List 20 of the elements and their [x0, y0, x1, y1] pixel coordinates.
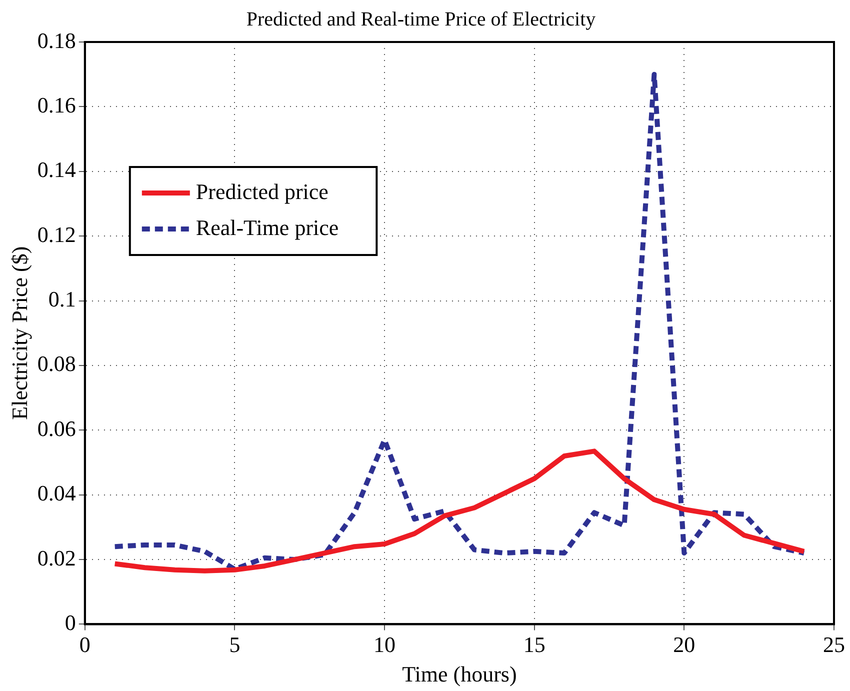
x-tick-label: 15	[523, 632, 546, 658]
x-tick-label: 10	[374, 632, 396, 658]
y-tick-label: 0.04	[37, 480, 76, 506]
y-tick-label: 0.06	[37, 416, 76, 441]
y-tick-label: 0.12	[37, 222, 76, 247]
x-tick-label: 25	[823, 632, 845, 658]
x-axis-title: Time (hours)	[402, 662, 517, 687]
y-tick-label: 0.14	[37, 157, 76, 182]
y-tick-label: 0.02	[37, 545, 76, 570]
y-axis-title: Electricity Price ($)	[6, 246, 32, 420]
y-tick-label: 0.08	[37, 351, 76, 376]
y-tick-label: 0.18	[37, 28, 76, 53]
x-tick-label: 5	[229, 632, 240, 658]
y-tick-label: 0	[64, 610, 76, 635]
y-tick-label: 0.1	[48, 286, 76, 312]
legend-label: Predicted price	[196, 178, 328, 204]
chart-title: Predicted and Real-time Price of Electricity	[246, 8, 596, 30]
y-tick-label: 0.16	[37, 92, 76, 118]
x-tick-label: 20	[673, 632, 696, 658]
legend-label: Real-Time price	[196, 214, 339, 240]
